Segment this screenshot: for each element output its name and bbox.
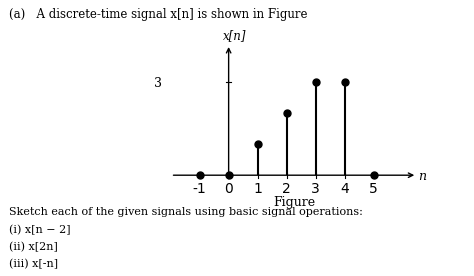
Text: n: n [419,170,427,183]
Text: (ii) x[2n]: (ii) x[2n] [9,242,58,252]
Text: (a)   A discrete-time signal x[n] is shown in Figure: (a) A discrete-time signal x[n] is shown… [9,8,308,21]
Text: x[n]: x[n] [223,30,247,43]
Text: (iii) x[-n]: (iii) x[-n] [9,259,59,269]
Text: Figure: Figure [273,196,315,209]
Text: (i) x[n − 2]: (i) x[n − 2] [9,224,71,235]
Text: Sketch each of the given signals using basic signal operations:: Sketch each of the given signals using b… [9,207,364,217]
